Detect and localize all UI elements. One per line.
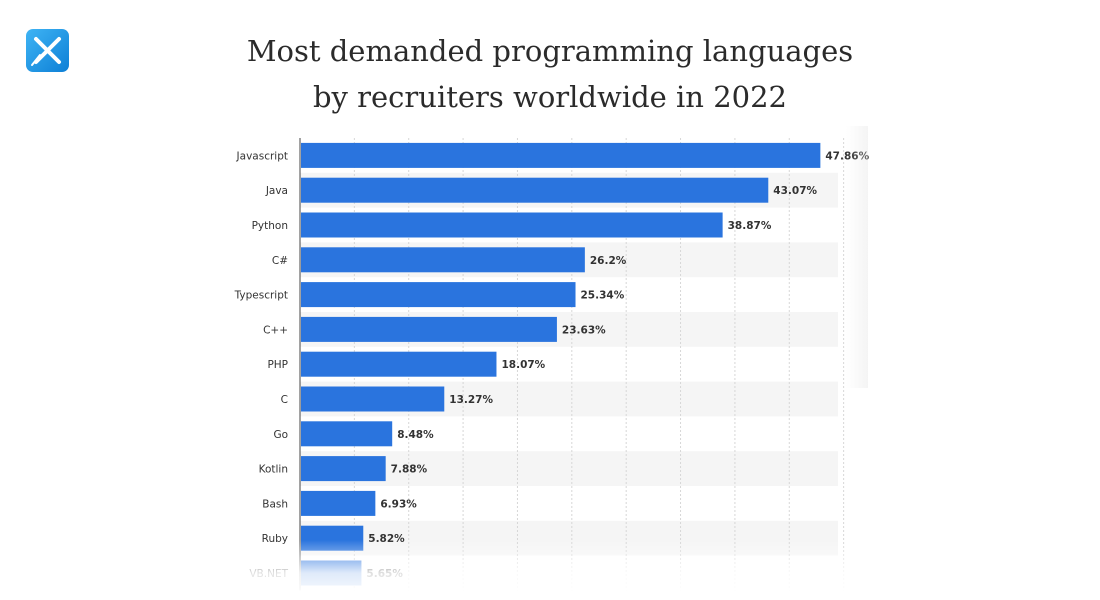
category-label: Javascript — [236, 150, 288, 162]
bar-kotlin — [301, 456, 386, 482]
value-label: 25.34% — [581, 290, 625, 302]
x-logo-icon — [26, 29, 69, 72]
bar-c- — [301, 247, 585, 273]
chart-title-line-2: by recruiters worldwide in 2022 — [312, 80, 788, 114]
chart-title-line-1: Most demanded programming languages — [246, 34, 854, 68]
bar-java — [301, 177, 769, 203]
value-label: 38.87% — [728, 220, 772, 232]
category-label: PHP — [267, 359, 288, 371]
chart-title: Most demanded programming languages by r… — [150, 28, 950, 120]
value-label: 5.82% — [368, 533, 405, 545]
category-label: Typescript — [234, 290, 288, 302]
value-label: 7.88% — [391, 464, 428, 476]
bar-c — [301, 386, 445, 412]
value-label: 23.63% — [562, 324, 606, 336]
value-label: 6.93% — [380, 498, 417, 510]
row-stripe — [300, 451, 838, 486]
value-label: 13.27% — [449, 394, 493, 406]
category-label: Bash — [262, 498, 288, 510]
category-label: Ruby — [262, 533, 288, 545]
value-label: 47.86% — [825, 150, 869, 162]
value-label: 18.07% — [501, 359, 545, 371]
category-label: Kotlin — [259, 464, 288, 476]
value-label: 8.48% — [397, 429, 434, 441]
category-label: C — [281, 394, 288, 406]
bar-php — [301, 351, 497, 377]
category-label: Java — [265, 185, 288, 197]
bar-javascript — [301, 142, 821, 168]
category-label: VB.NET — [249, 568, 288, 580]
category-label: Go — [273, 429, 288, 441]
value-label: 26.2% — [590, 255, 627, 267]
value-label: 5.65% — [366, 568, 403, 580]
bar-ruby — [301, 525, 364, 551]
category-label: C++ — [263, 324, 288, 336]
panel-shadow-edge — [846, 126, 868, 388]
bar-c- — [301, 316, 557, 342]
value-label: 43.07% — [773, 185, 817, 197]
category-label: C# — [272, 255, 288, 267]
bar-bash — [301, 490, 376, 516]
bar-vb-net — [301, 560, 362, 586]
bar-go — [301, 421, 393, 447]
category-label: Python — [252, 220, 288, 232]
bar-typescript — [301, 282, 576, 308]
bar-python — [301, 212, 723, 238]
